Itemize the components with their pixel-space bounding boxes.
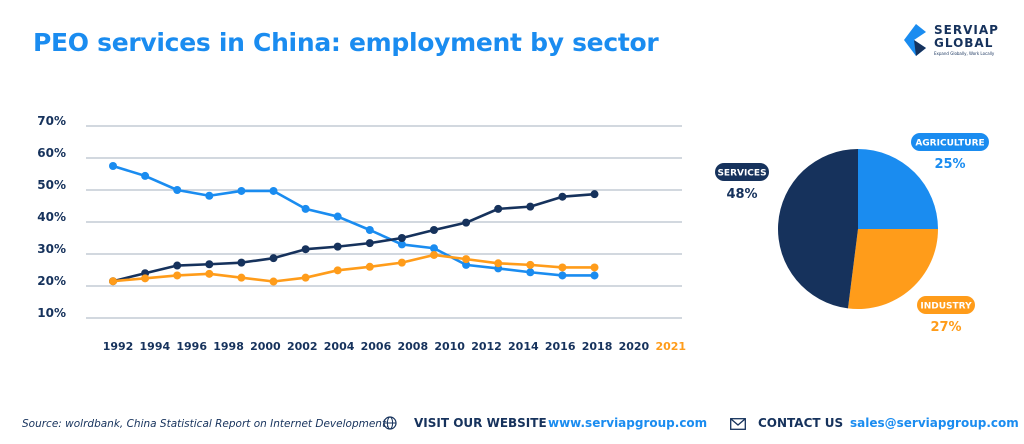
x-tick-label: 1996 [176, 340, 207, 353]
x-tick-label: 2010 [434, 340, 465, 353]
contact-label: CONTACT US [758, 416, 844, 430]
website-link[interactable]: www.serviapgroup.com [548, 416, 708, 430]
data-point-services [526, 202, 535, 211]
data-point-industry [526, 260, 535, 269]
data-point-services [237, 258, 246, 267]
x-tick-label: 2021 [655, 340, 686, 353]
pie-value-agriculture: 25% [934, 157, 965, 172]
logo-tagline: Expand Globally, Work Locally [934, 51, 995, 56]
y-tick-label: 10% [37, 306, 66, 320]
data-point-industry [397, 258, 406, 267]
data-point-agriculture [365, 226, 374, 234]
data-point-industry [301, 273, 310, 282]
x-tick-label: 1994 [140, 340, 171, 353]
x-tick-label: 2016 [545, 340, 576, 353]
data-point-industry [333, 266, 342, 275]
data-point-industry [173, 271, 182, 280]
page-title: PEO services in China: employment by sec… [33, 28, 659, 57]
email-link[interactable]: sales@serviapgroup.com [850, 416, 1019, 430]
pie-label-pill-agriculture [911, 133, 989, 151]
source-note: Source: wolrdbank, China Statistical Rep… [22, 418, 390, 430]
x-tick-label: 2020 [619, 340, 650, 353]
pie-value-services: 48% [726, 187, 757, 202]
data-point-agriculture [173, 186, 182, 194]
data-point-services [269, 254, 278, 263]
pie-value-industry: 27% [930, 320, 961, 335]
data-point-agriculture [558, 271, 567, 280]
visit-website-label: VISIT OUR WEBSITE [414, 416, 547, 430]
y-tick-label: 30% [37, 242, 66, 256]
y-tick-label: 50% [37, 178, 66, 192]
pie-label-pill-industry [917, 296, 975, 314]
x-tick-label: 2002 [287, 340, 318, 353]
data-point-industry [269, 277, 278, 286]
y-tick-label: 60% [37, 146, 66, 160]
data-point-industry [205, 269, 214, 278]
y-tick-label: 40% [37, 210, 66, 224]
data-point-industry [109, 277, 117, 286]
data-point-services [173, 261, 182, 270]
data-point-industry [237, 273, 246, 282]
x-tick-label: 2004 [324, 340, 355, 353]
data-point-industry [558, 263, 567, 272]
logo-mark-icon [904, 24, 926, 56]
data-point-agriculture [269, 186, 278, 195]
data-point-services [462, 218, 471, 227]
data-point-industry [141, 274, 150, 283]
data-point-services [301, 245, 310, 254]
data-point-agriculture [397, 240, 406, 249]
data-point-industry [590, 263, 599, 272]
y-tick-label: 20% [37, 274, 66, 288]
pie-label-pill-services [715, 163, 769, 181]
data-point-agriculture [462, 260, 471, 269]
x-tick-label: 1998 [213, 340, 244, 353]
series-line-services [112, 192, 595, 283]
data-point-industry [494, 259, 503, 268]
data-point-services [333, 242, 342, 251]
data-point-services [397, 234, 406, 242]
logo-line2: GLOBAL [934, 36, 994, 50]
series-line-industry [112, 253, 595, 283]
logo-line1: SERVIAP [934, 23, 999, 37]
pie-label-services: SERVICES [717, 169, 766, 179]
data-point-agriculture [205, 191, 214, 200]
data-point-agriculture [526, 268, 535, 277]
y-tick-label: 70% [37, 114, 66, 128]
pie-slice-agriculture [858, 149, 938, 229]
data-point-industry [365, 262, 374, 271]
x-tick-label: 2006 [361, 340, 392, 353]
data-point-services [205, 260, 214, 269]
data-point-agriculture [333, 212, 342, 221]
series-line-agriculture [112, 164, 595, 277]
data-point-agriculture [430, 244, 438, 253]
data-point-services [558, 192, 567, 201]
pie-label-agriculture: AGRICULTURE [915, 139, 984, 149]
x-tick-label: 2012 [471, 340, 502, 353]
globe-icon [383, 416, 397, 430]
pie-label-industry: INDUSTRY [920, 302, 972, 312]
data-point-agriculture [301, 204, 310, 213]
x-tick-label: 2018 [582, 340, 613, 353]
envelope-icon [730, 418, 746, 430]
data-point-services [430, 226, 438, 234]
data-point-agriculture [590, 271, 599, 280]
x-tick-label: 1992 [103, 340, 134, 353]
data-point-agriculture [237, 186, 246, 195]
data-point-agriculture [141, 171, 150, 180]
data-point-industry [462, 255, 471, 264]
chart-canvas: 10% 20% 30% 40% 50% 60% 70% 1992 1994 1996 1998 200… [37, 114, 989, 353]
x-tick-label: 2014 [508, 340, 539, 353]
data-point-services [365, 239, 374, 248]
data-point-services [494, 204, 503, 213]
pie-slice-industry [847, 229, 938, 309]
data-point-services [590, 190, 599, 199]
logo: SERVIAP GLOBAL Expand Globally, Work Loc… [904, 22, 1014, 62]
x-tick-label: 2008 [397, 340, 428, 353]
x-tick-label: 2000 [250, 340, 281, 353]
data-point-industry [430, 250, 438, 259]
data-point-agriculture [109, 162, 117, 170]
pie-slice-services [778, 149, 858, 309]
